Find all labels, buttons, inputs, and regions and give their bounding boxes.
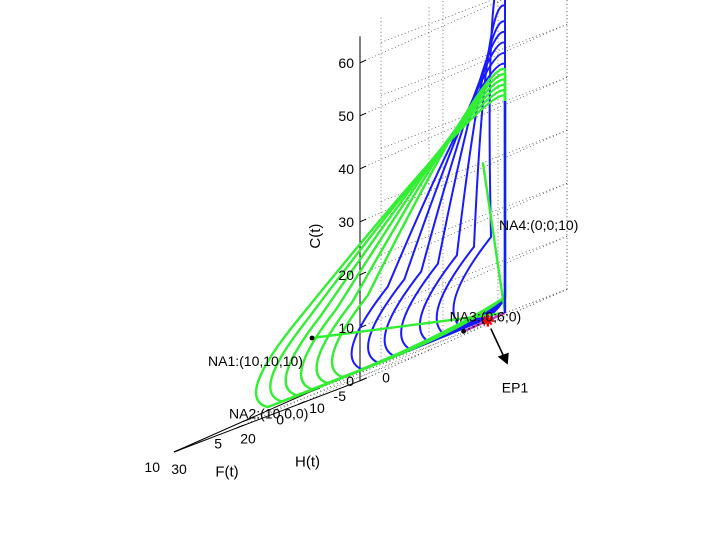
- h-tick-mark: [242, 418, 252, 422]
- f-tick-mark: [297, 401, 306, 405]
- blue-trajectory-loop: [435, 4, 506, 336]
- c-axis-label: C(t): [307, 224, 324, 249]
- c-tick-mark: [359, 112, 367, 117]
- ep1-arrow-head: [497, 352, 509, 365]
- grid-line: [380, 235, 568, 308]
- h-tick-label: 20: [240, 431, 256, 447]
- c-tick-label: 0: [346, 373, 354, 389]
- labels-layer: 0102030405060-505100102030C(t)F(t)H(t)NA…: [144, 55, 578, 481]
- equilibrium-label: NA4:(0;0;10): [499, 217, 578, 233]
- ep1-arrow-shaft: [490, 328, 505, 357]
- segments-layer: [311, 101, 507, 340]
- grid-line: [380, 0, 493, 43]
- grid-line: [359, 288, 568, 382]
- equilibrium-label: NA1:(10,10,10): [208, 353, 303, 369]
- c-tick-label: 30: [338, 214, 354, 230]
- grid-line: [311, 319, 499, 392]
- c-tick-mark: [359, 271, 367, 276]
- grid-line: [380, 182, 568, 255]
- green-trajectory-loop: [254, 94, 507, 409]
- f-tick-mark: [235, 424, 244, 429]
- series-layer: [254, 0, 507, 409]
- c-tick-mark: [359, 59, 367, 64]
- ep1-marker-stroke: [483, 315, 493, 326]
- c-tick-label: 60: [338, 55, 354, 71]
- c-tick-label: 10: [338, 320, 354, 336]
- grid-line: [359, 0, 503, 64]
- h-tick-label: 10: [309, 400, 325, 416]
- grid-line: [380, 76, 568, 149]
- ep1-marker: [481, 314, 494, 327]
- f-tick-label: 5: [214, 435, 222, 451]
- equilibrium-label: NA2:(10,0,0): [229, 406, 308, 422]
- f-axis-label: F(t): [215, 463, 238, 480]
- trajectory-segment: [311, 311, 506, 340]
- f-tick-mark: [359, 377, 368, 382]
- markers-layer: [309, 314, 509, 365]
- grid-line: [380, 23, 568, 96]
- grid-line: [359, 23, 568, 117]
- trajectory-segment: [481, 162, 507, 314]
- c-tick-label: 50: [338, 108, 354, 124]
- c-tick-mark: [359, 165, 367, 170]
- c-tick-label: 20: [338, 267, 354, 283]
- c-tick-label: 40: [338, 161, 354, 177]
- trajectory-segment: [463, 311, 506, 333]
- f-tick-label: -5: [334, 388, 347, 404]
- blue-trajectory-loop: [418, 20, 506, 343]
- axis-box: [173, 36, 390, 453]
- grid-line: [242, 349, 430, 422]
- grid-line: [359, 288, 568, 382]
- h-tick-label: 0: [382, 370, 390, 386]
- c-tick-mark: [359, 218, 367, 223]
- f-tick-label: 0: [276, 412, 284, 428]
- h-tick-mark: [173, 448, 183, 453]
- equilibrium-label: NA3:(0;6;0): [450, 308, 522, 324]
- equilibrium-marker: [461, 328, 466, 334]
- f-tick-label: 10: [144, 459, 160, 475]
- h-tick-label: 30: [171, 461, 187, 477]
- equilibrium-label: EP1: [502, 380, 529, 396]
- h-axis-label: H(t): [295, 453, 320, 470]
- equilibrium-marker: [309, 335, 315, 341]
- f-axis-line: [173, 380, 361, 453]
- grid-line: [380, 129, 568, 202]
